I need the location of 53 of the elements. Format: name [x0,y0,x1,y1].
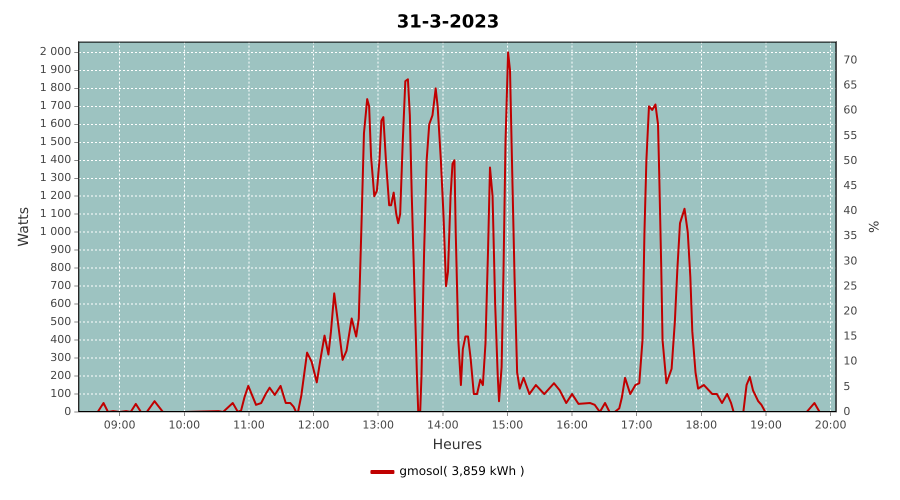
x-tick-label: 18:00 [685,418,718,432]
x-tick-label: 19:00 [750,418,782,432]
y2-tick-label: 0 [843,404,850,418]
y2-tick-label: 45 [843,179,858,192]
x-tick-label: 12:00 [298,418,330,432]
x-tick-label: 15:00 [492,418,524,432]
y2-tick-label: 25 [843,279,858,292]
y-tick-label: 1 900 [40,63,72,76]
y-tick-label: 1 700 [40,99,72,112]
y2-tick-label: 10 [843,354,858,368]
y-tick-label: 1 400 [40,153,72,166]
y-tick-label: 200 [50,368,72,382]
legend-label: gmosol( 3,859 kWh ) [399,464,525,478]
x-tick-label: 11:00 [233,418,265,432]
y-tick-label: 300 [50,350,72,364]
y2-tick-label: 35 [843,229,858,242]
y-tick-label: 100 [50,386,72,400]
y-tick-label: 900 [50,243,72,256]
chart-title: 31-3-2023 [396,11,500,32]
x-tick-label: 10:00 [168,418,200,432]
x-tick-label: 17:00 [620,418,653,432]
y2-tick-label: 55 [843,128,858,142]
y2-tick-label: 5 [843,380,850,393]
y-axis-title: Watts [16,206,32,247]
y-tick-label: 1 300 [40,171,72,184]
x-tick-label: 09:00 [104,418,136,432]
y2-tick-label: 20 [843,304,858,318]
y-tick-label: 1 200 [40,189,72,202]
y-tick-label: 1 600 [40,117,72,130]
y-tick-label: 1 500 [40,135,72,148]
y-tick-label: 400 [50,332,72,346]
y2-tick-label: 30 [843,254,858,268]
y-tick-label: 1 800 [40,81,72,94]
y2-axis-title: % [864,220,880,233]
x-tick-label: 20:00 [814,418,846,432]
y-tick-label: 700 [50,278,72,292]
y2-tick-label: 40 [843,204,858,218]
y2-tick-label: 65 [843,78,858,92]
x-tick-label: 16:00 [556,418,588,432]
x-tick-label: 14:00 [426,418,459,432]
y-tick-label: 0 [64,404,72,418]
y-tick-label: 800 [50,261,72,274]
y-tick-label: 1 100 [40,207,72,220]
y-tick-label: 1 000 [40,225,72,238]
x-tick-label: 13:00 [362,418,394,432]
y2-tick-label: 15 [843,330,858,343]
y-tick-label: 600 [50,296,72,310]
y-tick-label: 2 000 [40,45,72,58]
y-tick-label: 500 [50,314,72,328]
x-axis-title: Heures [432,437,482,454]
y2-tick-label: 70 [843,54,858,67]
y2-tick-label: 50 [843,154,858,167]
y2-tick-label: 60 [843,104,858,117]
